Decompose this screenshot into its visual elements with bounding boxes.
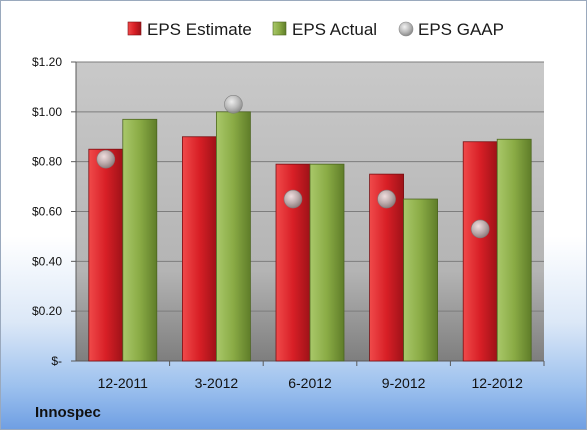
x-category-label: 6-2012 xyxy=(288,375,332,391)
legend-swatch-gaap xyxy=(398,21,414,37)
eps-actual-bar xyxy=(215,111,251,362)
eps-actual-bar xyxy=(496,138,532,362)
x-category-label: 12-2011 xyxy=(98,375,149,391)
eps-actual-bar xyxy=(403,198,439,362)
eps-gaap-point xyxy=(283,189,303,209)
x-category-label: 3-2012 xyxy=(195,375,239,391)
y-tick-label: $1.20 xyxy=(32,55,62,69)
eps-estimate-bar xyxy=(88,148,124,362)
eps-estimate-bar xyxy=(181,136,217,362)
y-axis-ticks: $- $0.20 $0.40 $0.60 $0.80 $1.00 $1.20 xyxy=(32,55,77,368)
eps-gaap-point xyxy=(377,189,396,209)
x-category-label: 12-2012 xyxy=(472,375,524,391)
eps-gaap-point xyxy=(470,219,490,239)
legend-swatch-actual xyxy=(272,21,287,36)
x-category-label: 9-2012 xyxy=(382,375,426,391)
legend-label: EPS Estimate xyxy=(147,20,252,39)
y-tick-label: $0.20 xyxy=(32,304,62,318)
y-tick-label: $0.60 xyxy=(32,205,62,219)
eps-gaap-point xyxy=(224,95,243,114)
y-tick-label: $1.00 xyxy=(32,105,62,119)
eps-actual-bar xyxy=(122,118,158,362)
legend-swatch-estimate xyxy=(127,21,142,36)
bars xyxy=(88,111,532,362)
y-tick-label: $0.80 xyxy=(32,155,62,169)
eps-estimate-bar xyxy=(462,141,498,362)
y-tick-label: $- xyxy=(51,354,62,368)
eps-gaap-point xyxy=(96,149,116,169)
y-tick-label: $0.40 xyxy=(32,254,62,268)
x-axis-categories: 12-2011 3-2012 6-2012 9-2012 12-2012 xyxy=(98,361,545,391)
eps-actual-bar xyxy=(309,163,345,362)
legend-label: EPS GAAP xyxy=(418,20,504,39)
gaap-points xyxy=(96,95,490,239)
legend-label: EPS Actual xyxy=(292,20,377,39)
company-label: Innospec xyxy=(35,404,101,421)
legend: EPS Estimate EPS Actual EPS GAAP xyxy=(127,20,504,39)
